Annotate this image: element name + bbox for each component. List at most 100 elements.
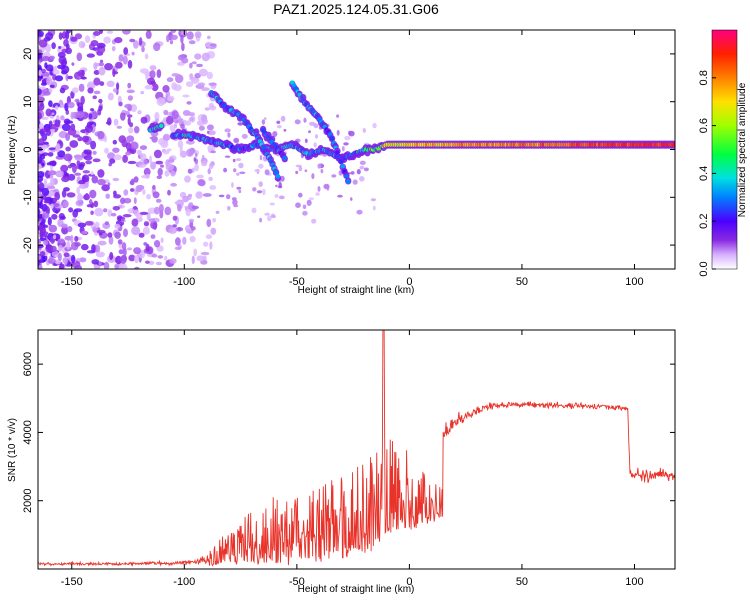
spectrogram-cell <box>144 84 154 90</box>
spectrogram-cell <box>90 40 99 47</box>
spectrogram-cell <box>185 81 194 87</box>
spectrogram-cell <box>149 65 157 71</box>
spectrogram-cell <box>90 210 94 216</box>
spectrogram-cell <box>215 210 220 214</box>
spectrogram-cell <box>40 195 47 200</box>
spectrogram-cell <box>166 34 170 43</box>
spectrogram-cell <box>94 207 104 217</box>
spectrogram-cell <box>194 152 198 158</box>
spectrogram-cell <box>126 135 135 143</box>
spectrogram-cell <box>126 89 135 94</box>
spectrogram-cell <box>262 188 266 196</box>
spectrogram-cell <box>61 176 70 183</box>
spectrogram-cell <box>74 264 82 269</box>
spectrogram-cell <box>109 158 116 164</box>
spectrogram-cell <box>74 98 80 103</box>
spectrogram-cell <box>143 159 148 165</box>
spectrogram-cell <box>167 148 172 152</box>
spectrogram-cell <box>52 69 60 75</box>
spectrogram-cell <box>127 208 135 214</box>
spectrogram-cell <box>50 177 55 187</box>
spectrogram-cell <box>50 203 54 209</box>
spectrogram-cell <box>146 193 151 200</box>
spectrogram-cell <box>168 227 177 235</box>
colorbar-tick-label: 0.2 <box>698 214 710 229</box>
spectrogram-cell <box>362 128 366 133</box>
spectrogram-cell <box>42 56 50 61</box>
spectrogram-cell <box>298 192 303 198</box>
spectrogram-cell <box>38 78 42 82</box>
spectrogram-cell <box>38 175 44 182</box>
spectrogram-cell <box>143 167 151 176</box>
snr-y-label: SNR (10 * v/v) <box>7 418 18 482</box>
spectrogram-cell <box>259 155 263 161</box>
spectrogram-cell <box>171 110 179 120</box>
spectrogram-cell <box>38 88 42 95</box>
spectrogram-cell <box>227 206 231 211</box>
spectrogram-cell <box>236 186 242 190</box>
spectrogram-cell <box>169 124 176 132</box>
spectrogram-cell <box>38 224 45 231</box>
spectrogram-cell <box>157 167 163 177</box>
spectrogram-cell <box>58 55 67 65</box>
spectrogram-cell <box>70 254 76 264</box>
spectrogram-cell <box>306 202 311 206</box>
spectrogram-cell <box>201 154 205 161</box>
spectrogram-cell <box>160 237 164 243</box>
spectrogram-cell <box>57 238 65 244</box>
x-tick-label: 0 <box>406 576 412 588</box>
spectrogram-cell <box>38 264 43 269</box>
spectrogram-cell <box>91 110 98 119</box>
spectrogram-cell <box>104 221 109 226</box>
spectrogram-cell <box>49 84 55 89</box>
spectrogram-cell <box>92 158 101 163</box>
spectrogram-cell <box>68 207 74 213</box>
spectrogram-cell <box>181 42 185 52</box>
spectrogram-cell <box>156 97 166 107</box>
spectrogram-cell <box>131 226 141 236</box>
spectrogram-cell <box>274 194 279 198</box>
spectrogram-cell <box>128 127 134 134</box>
spectrogram-cell <box>134 266 140 269</box>
spectrogram-cell <box>194 31 202 39</box>
spectrogram-cell <box>359 176 365 182</box>
spectrogram-cell <box>233 137 240 144</box>
spectrogram-cell <box>71 87 79 94</box>
spectrogram-cell <box>189 62 193 69</box>
spectrogram-cell <box>145 243 150 252</box>
spectrogram-cell <box>60 115 65 121</box>
spectrogram-cell <box>66 192 76 198</box>
spectrogram-cell <box>45 244 52 253</box>
colorbar-tick-label: 0.4 <box>698 166 710 181</box>
spectrogram-cell <box>101 184 110 192</box>
spectrogram-cell <box>115 61 123 69</box>
spectrogram-cell <box>92 226 98 233</box>
spectrogram-cell <box>179 151 187 158</box>
spectrogram-cell <box>186 31 194 40</box>
spectrogram-cell <box>160 164 164 168</box>
spectrogram-cell <box>56 114 60 121</box>
spectrogram-cell <box>84 193 90 200</box>
spectrogram-cell <box>309 121 316 126</box>
spectrogram-cell <box>231 182 234 188</box>
spectrogram-cell <box>86 82 96 90</box>
spectrogram-cell <box>126 247 133 251</box>
spectrogram-cell <box>41 144 48 150</box>
spectrogram-cell <box>139 153 147 161</box>
spectrogram-cell <box>51 160 57 167</box>
spectrogram-cell <box>188 218 195 223</box>
spectrogram-cell <box>124 103 133 109</box>
spectrogram-cell <box>223 167 228 173</box>
spectrogram-cell <box>227 132 231 138</box>
spectrogram-cell <box>167 189 171 196</box>
spectrogram-cell <box>125 142 132 151</box>
spectrogram-cell <box>40 229 43 238</box>
spectrogram-cell <box>251 207 257 214</box>
spectrogram-ridge-cell <box>273 170 279 175</box>
y-tick-label: -10 <box>22 189 34 205</box>
spectrogram-cell <box>169 258 177 264</box>
snr-x-axis: -150 -100 -50 0 50 100 <box>61 330 644 588</box>
colorbar-tick-label: 0.0 <box>698 261 710 276</box>
spectrogram-cell <box>112 206 121 211</box>
spectrogram-cell <box>51 213 58 220</box>
